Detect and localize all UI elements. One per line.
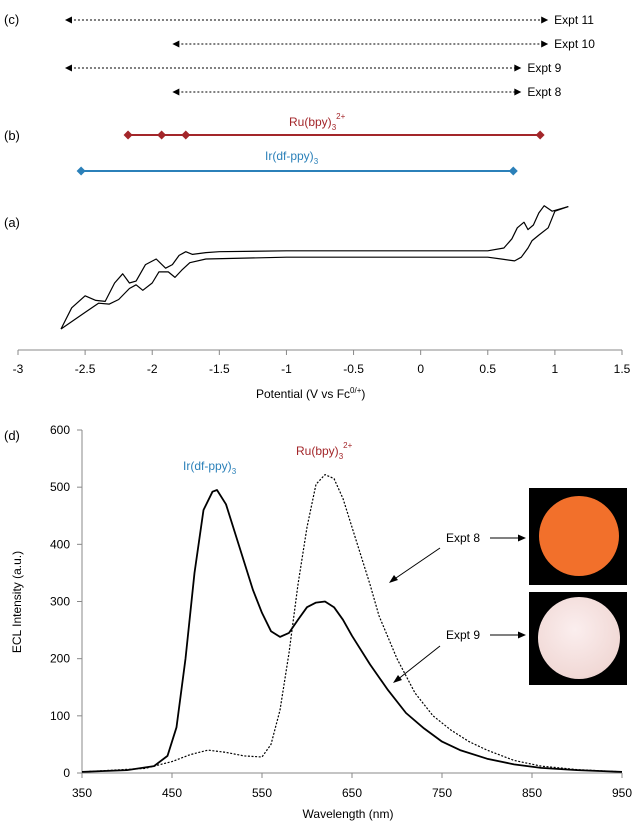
ru-label-b-main: Ru(bpy): [289, 115, 332, 129]
panel-a-x-axis-label: Potential (V vs Fc0/+): [256, 386, 365, 401]
panel-a-tick-label: -2: [147, 362, 158, 376]
panel-a-x-axis-label-sup: 0/+: [350, 386, 362, 395]
panel-d-x-tick-label: 550: [252, 786, 272, 800]
ru-potential-marker: [181, 130, 191, 140]
panel-d-y-tick-label: 300: [50, 595, 70, 609]
ru-label-b: Ru(bpy)3 2+: [289, 112, 346, 132]
panel-d-y-axis-label: ECL Intensity (a.u.): [10, 551, 24, 653]
ru-label-d-sub: 3: [339, 452, 344, 461]
panel-a-tick-label: 0.5: [479, 362, 496, 376]
panel-d-x-tick-label: 750: [432, 786, 452, 800]
ir-label-d-sub: 3: [232, 467, 237, 476]
expt8-arrow-to-curve-head: [389, 575, 398, 583]
panel-a-x-axis-label-end: ): [361, 387, 365, 401]
ru-label-d: Ru(bpy)3 2+: [296, 441, 353, 461]
panel-d-y-tick-label: 100: [50, 709, 70, 723]
ru-label-b-sup: 2+: [336, 112, 345, 121]
expt8-spectrum: [81, 474, 623, 773]
ir-potential-marker: [508, 166, 518, 176]
panel-d-y-tick-label: 500: [50, 480, 70, 494]
expt9-spectrum: [81, 489, 623, 773]
panel-a-tick-label: -0.5: [343, 362, 364, 376]
ru-label-d-sup: 2+: [343, 441, 352, 450]
cv-upper-trace: [60, 205, 569, 330]
expt9-label: Expt 9: [446, 628, 480, 642]
ru-potential-marker: [535, 130, 545, 140]
panel-b-lines: [76, 130, 545, 176]
panel-d-x-axis-label: Wavelength (nm): [303, 807, 394, 821]
panel-d-x-tick-label: 950: [612, 786, 632, 800]
panel-d-x-tick-label: 650: [342, 786, 362, 800]
panel-d-x-tick-label: 850: [522, 786, 542, 800]
panel-d-y-tick-label: 200: [50, 652, 70, 666]
panel-a-tick-label: -1: [281, 362, 292, 376]
panel-a-tick-label: -2.5: [75, 362, 96, 376]
ir-label-d-main: Ir(df-ppy): [183, 459, 232, 473]
ir-label-d: Ir(df-ppy)3: [183, 459, 237, 476]
panel-a-tick-label: 0: [417, 362, 424, 376]
panel-d-y-tick-label: 0: [63, 766, 70, 780]
panel-c-arrows: Expt 11 Expt 10 Expt 9 Expt 8: [64, 13, 595, 99]
ir-label-b: Ir(df-ppy)3: [265, 149, 319, 166]
ru-potential-marker: [157, 130, 167, 140]
panel-b-label: (b): [4, 128, 20, 143]
panel-d-label: (d): [4, 428, 20, 443]
expt8-arrow-to-photo-head: [518, 534, 526, 542]
panel-c-label: (c): [4, 12, 19, 27]
expt-arrow-head-left: [64, 64, 72, 72]
expt-arrow-label: Expt 10: [554, 37, 595, 51]
panel-d-y-tick-label: 400: [50, 537, 70, 551]
expt-arrow-head-right: [514, 88, 522, 96]
expt-arrow-head-left: [172, 40, 180, 48]
expt-arrow-label: Expt 9: [527, 61, 561, 75]
expt8-label: Expt 8: [446, 531, 480, 545]
expt8-arrow-to-curve: [392, 547, 441, 581]
expt-arrow-label: Expt 11: [554, 13, 594, 27]
panel-d-ticks: 350 450 550 650 750 850 950 0 100 200 300 400 500 600: [50, 423, 632, 800]
expt8-photo: [529, 488, 627, 585]
panel-a-label: (a): [4, 215, 20, 230]
expt9-arrow-to-photo-head: [518, 631, 526, 639]
expt-arrow-label: Expt 8: [527, 85, 561, 99]
expt-arrow-head-right: [514, 64, 522, 72]
panel-d-x-tick-label: 450: [162, 786, 182, 800]
panel-a-tick-label: 1.5: [614, 362, 631, 376]
ir-label-b-main: Ir(df-ppy): [265, 149, 314, 163]
expt9-arrow-to-curve: [396, 645, 441, 681]
expt-arrow-head-left: [64, 16, 72, 24]
panel-d-ecl-curves: [81, 474, 623, 773]
expt-arrow-head-right: [541, 40, 549, 48]
expt-arrow-head-right: [541, 16, 549, 24]
panel-a-tick-label: 1: [552, 362, 559, 376]
panel-a-tick-label: -1.5: [209, 362, 230, 376]
panel-a-x-ticks: -3 -2.5 -2 -1.5 -1 -0.5 0 0.5 1 1.5: [13, 350, 631, 376]
ru-label-d-main: Ru(bpy): [296, 444, 339, 458]
expt8-photo-disc: [539, 496, 619, 576]
panel-a-x-axis-label-main: Potential (V vs Fc: [256, 387, 350, 401]
expt9-arrow-to-curve-head: [393, 675, 402, 683]
panel-a-cv-curve: [60, 205, 569, 330]
expt-arrow-head-left: [172, 88, 180, 96]
panel-d-x-tick-label: 350: [72, 786, 92, 800]
panel-d-y-tick-label: 600: [50, 423, 70, 437]
expt9-photo-disc: [538, 597, 620, 679]
cv-lower-trace: [60, 206, 569, 330]
ru-label-b-sub: 3: [332, 123, 337, 132]
ir-label-b-sub: 3: [314, 157, 319, 166]
panel-a-tick-label: -3: [13, 362, 24, 376]
ru-potential-marker: [123, 130, 133, 140]
ir-potential-marker: [76, 166, 86, 176]
expt9-photo: [529, 592, 627, 685]
